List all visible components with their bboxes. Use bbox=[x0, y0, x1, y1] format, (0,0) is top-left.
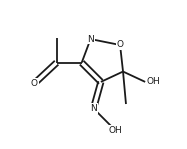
Text: O: O bbox=[117, 41, 124, 49]
Text: OH: OH bbox=[109, 126, 122, 135]
Text: O: O bbox=[31, 79, 38, 88]
Text: N: N bbox=[90, 104, 97, 113]
Text: OH: OH bbox=[147, 77, 160, 86]
Text: N: N bbox=[87, 35, 94, 44]
